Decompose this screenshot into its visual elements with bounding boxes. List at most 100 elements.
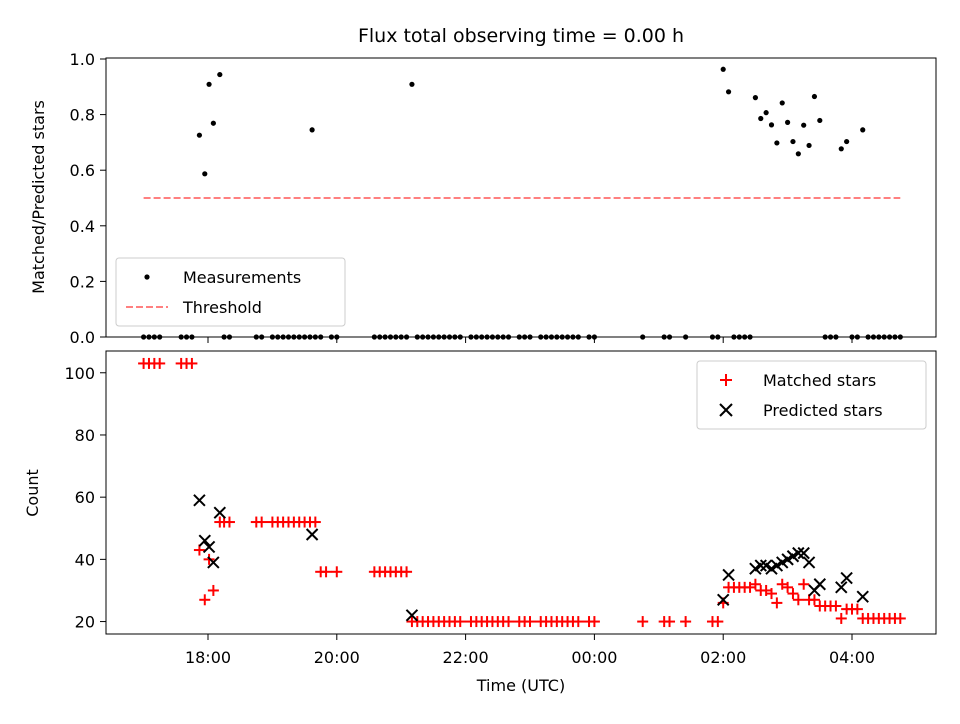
y-tick-count: 20 (75, 613, 106, 632)
x-tick-label: 00:00 (571, 648, 617, 667)
x-tick-count: 00:00 (571, 634, 617, 667)
y-tick-label-ratio: 1.0 (70, 50, 95, 69)
measurement-point (752, 95, 759, 101)
legend-label-matched: Matched stars (763, 371, 876, 390)
matched-star-point (787, 588, 799, 600)
y-tick-ratio: 0.4 (70, 217, 106, 236)
legend-marker-predicted (719, 403, 733, 417)
matched-star-point (320, 566, 332, 578)
predicted-star-point (813, 578, 827, 591)
y-tick-label-count: 20 (75, 613, 95, 632)
x-tick-count: 04:00 (829, 634, 875, 667)
y-tick-ratio: 0.2 (70, 272, 106, 291)
x-tick-count: 20:00 (314, 634, 360, 667)
count-series (138, 357, 906, 628)
matched-star-point (199, 594, 211, 606)
measurement-point (785, 119, 791, 125)
measurement-point (309, 127, 315, 133)
legend-count: Matched stars Predicted stars (696, 360, 927, 430)
x-ticks-count: 18:00 20:00 22:00 00:00 02:00 04:00 (185, 634, 875, 667)
measurement-point (196, 132, 203, 138)
measurement-point (806, 142, 812, 149)
matched-star-point (309, 516, 321, 528)
predicted-star-point (198, 534, 211, 547)
x-tick-count: 22:00 (443, 634, 489, 667)
measurement-point (779, 100, 785, 106)
matched-star-point (894, 612, 906, 624)
predicted-star-point (840, 571, 853, 585)
predicted-star-point (856, 590, 869, 603)
legend-marker-matched (720, 374, 732, 386)
x-tick-label: 18:00 (185, 648, 231, 667)
matched-star-point (637, 616, 649, 628)
predicted-star-point (797, 546, 810, 560)
matched-star-point (798, 578, 810, 590)
y-tick-label-ratio: 0.6 (70, 161, 95, 180)
measurement-point (206, 81, 212, 87)
y-tick-label-ratio: 0.4 (70, 217, 95, 236)
x-axis-label: Time (UTC) (476, 676, 565, 695)
matched-star-point (835, 612, 847, 624)
y-tick-label-count: 40 (75, 550, 95, 569)
legend-label-measurements: Measurements (183, 268, 301, 287)
matched-star-point (664, 616, 676, 628)
matched-star-point (154, 357, 166, 369)
legend-ratio: Measurements Threshold (115, 257, 346, 327)
y-tick-ratio: 1.0 (70, 50, 106, 69)
x-tick-label: 22:00 (443, 648, 489, 667)
x-tick-label: 04:00 (829, 648, 875, 667)
predicted-star-point (802, 556, 816, 569)
y-tick-label-ratio: 0.8 (70, 106, 95, 125)
predicted-star-point (202, 540, 216, 554)
y-tick-label-count: 100 (64, 364, 95, 383)
measurement-point (763, 110, 769, 116)
y-tick-count: 80 (75, 426, 106, 445)
y-tick-ratio: 0.8 (70, 106, 106, 125)
legend-box-count (696, 360, 927, 430)
measurement-point (844, 138, 850, 145)
matched-star-point (256, 516, 268, 528)
y-tick-label-count: 80 (75, 426, 95, 445)
predicted-star-point (716, 593, 730, 606)
matched-star-point (712, 616, 724, 628)
chart-title: Flux total observing time = 0.00 h (358, 25, 684, 47)
measurement-point (217, 71, 223, 78)
y-ticks-ratio: 0.0 0.2 0.4 0.6 0.8 1.0 (70, 50, 106, 347)
matched-star-point (749, 578, 761, 590)
matched-star-point (331, 566, 343, 578)
measurement-point (795, 151, 801, 157)
measurement-point (409, 81, 415, 87)
y-ticks-count: 20 40 60 80 100 (64, 364, 106, 632)
matched-star-point (207, 584, 219, 596)
legend-label-threshold: Threshold (182, 298, 262, 317)
y-tick-count: 60 (75, 488, 106, 507)
y-tick-label-ratio: 0.0 (70, 328, 95, 347)
y-tick-count: 100 (64, 364, 106, 383)
matched-star-point (524, 616, 536, 628)
matched-star-point (193, 544, 205, 556)
matched-star-point (572, 616, 584, 628)
matched-star-point (808, 594, 820, 606)
predicted-star-point (835, 581, 848, 594)
panel-count: Count 20 40 60 80 100 18:00 20:00 22:00 00:00 02… (23, 350, 937, 695)
measurement-point (768, 122, 775, 128)
measurement-point (838, 146, 844, 152)
measurement-point (758, 115, 764, 122)
measurement-point (202, 171, 208, 177)
measurement-point (801, 122, 807, 128)
matched-star-point (503, 616, 515, 628)
measurement-point (817, 117, 823, 124)
predicted-star-point (405, 609, 419, 622)
matched-star-point (680, 616, 692, 628)
predicted-star-point (193, 494, 206, 507)
measurement-point (774, 140, 780, 146)
x-tick-count: 02:00 (700, 634, 746, 667)
axes-frame-count (105, 350, 937, 635)
measurement-point (811, 93, 818, 100)
matched-star-point (830, 600, 842, 612)
matched-star-point (771, 597, 783, 609)
y-tick-ratio: 0.6 (70, 161, 106, 180)
matched-star-point (792, 594, 804, 606)
matched-star-point (766, 588, 777, 600)
measurement-point (720, 66, 726, 72)
